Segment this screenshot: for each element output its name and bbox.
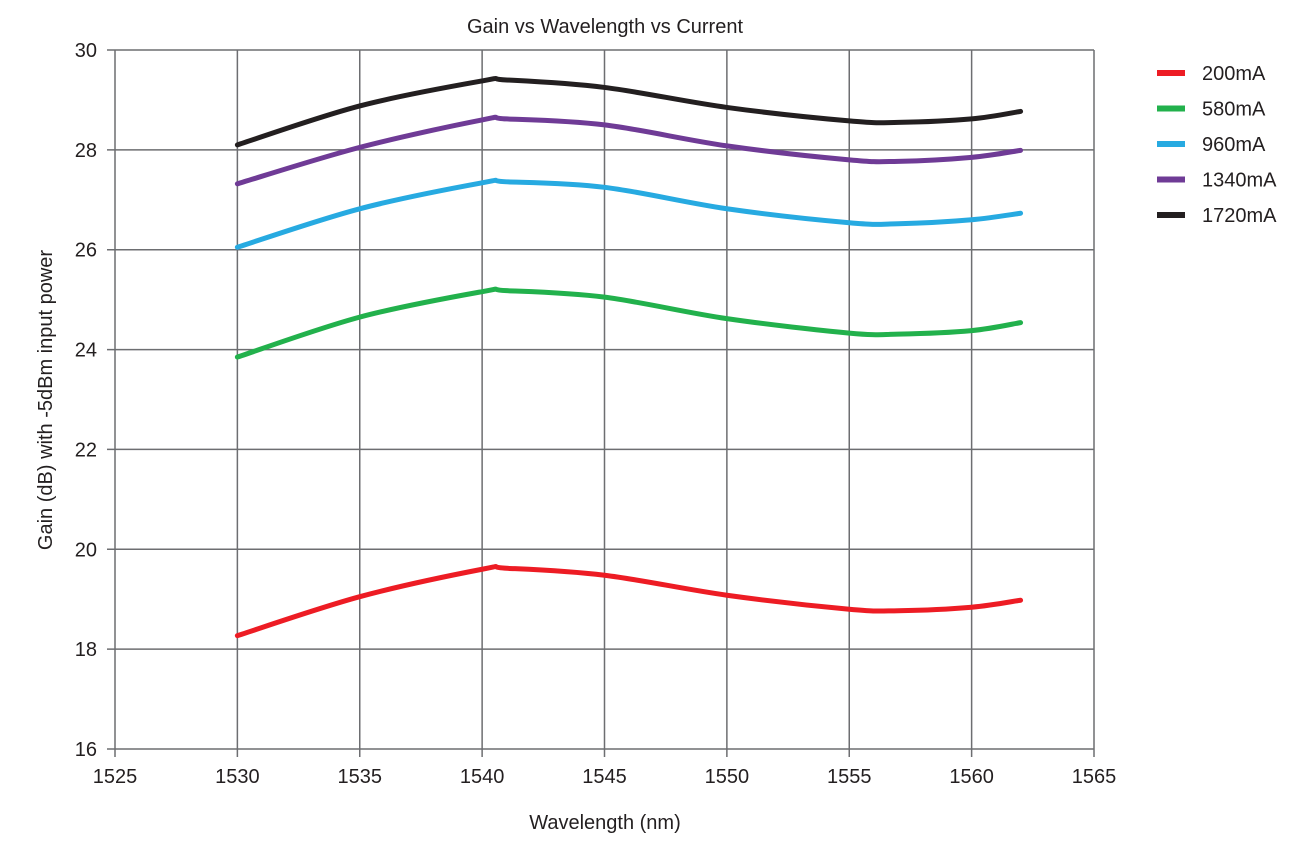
series-lines — [234, 75, 1024, 639]
series-line-200mA — [234, 564, 1024, 639]
legend-label: 200mA — [1202, 63, 1266, 85]
x-tick-label: 1535 — [338, 766, 383, 788]
legend-label: 580mA — [1202, 99, 1266, 121]
y-tick-label: 18 — [75, 639, 97, 661]
y-tick-label: 24 — [75, 340, 97, 362]
x-tick-label: 1565 — [1072, 766, 1117, 788]
y-tick-label: 16 — [75, 739, 97, 761]
x-axis-ticks: 1525 1530 1535 1540 1545 1550 1555 1560 1565 — [93, 766, 1117, 788]
series-line-1720mA — [234, 75, 1024, 148]
series-line-960mA — [234, 177, 1024, 250]
x-tick-label: 1555 — [827, 766, 872, 788]
y-axis-label: Gain (dB) with -5dBm input power — [35, 250, 57, 550]
x-tick-label: 1540 — [460, 766, 505, 788]
legend-label: 1340mA — [1202, 170, 1277, 192]
y-tick-label: 30 — [75, 40, 97, 62]
x-tick-label: 1530 — [215, 766, 260, 788]
y-tick-label: 22 — [75, 439, 97, 461]
y-tick-label: 26 — [75, 240, 97, 262]
x-tick-label: 1560 — [949, 766, 994, 788]
legend-label: 1720mA — [1202, 205, 1277, 227]
x-tick-label: 1550 — [705, 766, 750, 788]
series-line-580mA — [234, 286, 1024, 360]
y-axis-ticks: 16 18 20 22 24 26 28 30 — [75, 40, 97, 761]
y-tick-label: 20 — [75, 539, 97, 561]
x-axis-label: Wavelength (nm) — [529, 812, 681, 834]
grid — [107, 49, 1095, 757]
legend-label: 960mA — [1202, 134, 1266, 156]
x-tick-label: 1545 — [582, 766, 627, 788]
x-tick-label: 1525 — [93, 766, 138, 788]
series-line-1340mA — [234, 114, 1024, 187]
legend: 200mA 580mA 960mA 1340mA 1720mA — [1157, 63, 1277, 227]
y-tick-label: 28 — [75, 140, 97, 162]
chart-title: Gain vs Wavelength vs Current — [467, 16, 743, 38]
